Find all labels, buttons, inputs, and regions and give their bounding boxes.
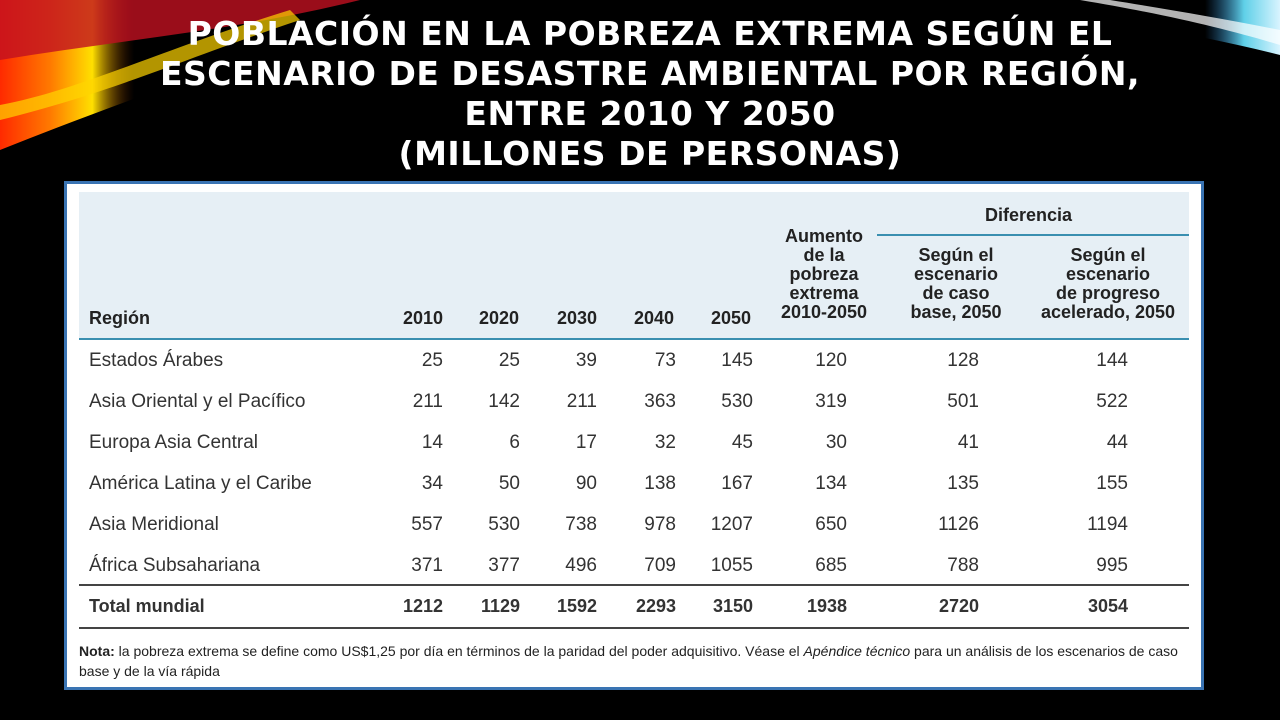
- total-value: 1129: [480, 596, 520, 616]
- col-header-2020: 2020: [478, 308, 519, 328]
- cell-value: 685: [815, 555, 847, 576]
- cell-value: 25: [498, 350, 520, 371]
- cell-value: 135: [947, 473, 979, 494]
- col-header-caso-base: Según el escenario de caso base, 2050: [910, 245, 1002, 322]
- cell-value: 138: [644, 473, 676, 494]
- cell-value: 39: [575, 350, 597, 371]
- col-header-2040: 2040: [633, 308, 674, 328]
- header-rule: [79, 338, 1189, 340]
- cell-value: 496: [565, 555, 597, 576]
- cell-region: Estados Árabes: [89, 350, 224, 371]
- cell-value: 167: [721, 473, 753, 494]
- col-header-2010: 2010: [402, 308, 443, 328]
- cell-value: 557: [411, 514, 443, 535]
- total-value: 1938: [806, 596, 847, 616]
- table-frame: Diferencia Región 2010 2020 2030 2040 20…: [64, 181, 1204, 690]
- total-value: 1592: [556, 596, 597, 616]
- data-table: Diferencia Región 2010 2020 2030 2040 20…: [79, 192, 1189, 629]
- cell-value: 25: [421, 350, 443, 371]
- table-header: [79, 192, 1189, 338]
- cell-value: 90: [575, 473, 597, 494]
- cell-value: 501: [947, 391, 979, 412]
- col-header-aumento: Aumento de la pobreza extrema 2010-2050: [780, 226, 868, 322]
- cell-value: 650: [815, 514, 847, 535]
- cell-value: 17: [575, 432, 597, 453]
- cell-value: 788: [947, 555, 979, 576]
- total-rule: [79, 584, 1189, 586]
- cell-value: 120: [815, 350, 847, 371]
- col-header-2050: 2050: [710, 308, 751, 328]
- cell-value: 50: [498, 473, 520, 494]
- col-header-progreso: Según el escenario de progreso acelerado…: [1040, 245, 1176, 322]
- cell-value: 41: [957, 432, 979, 453]
- cell-value: 1194: [1087, 514, 1128, 535]
- col-header-2030: 2030: [556, 308, 597, 328]
- note-text-1: la pobreza extrema se define como US$1,2…: [114, 643, 804, 659]
- cell-value: 978: [644, 514, 676, 535]
- cell-value: 377: [488, 555, 520, 576]
- cell-value: 530: [488, 514, 520, 535]
- cell-value: 995: [1096, 555, 1128, 576]
- title-line-2: ESCENARIO DE DESASTRE AMBIENTAL POR REGI…: [160, 54, 1140, 93]
- cell-value: 73: [654, 350, 676, 371]
- cell-value: 319: [815, 391, 847, 412]
- cell-value: 1207: [710, 514, 753, 535]
- cell-region: Asia Meridional: [89, 514, 219, 535]
- decorative-swoosh: [0, 0, 1280, 150]
- cell-value: 142: [488, 391, 520, 412]
- cell-value: 34: [421, 473, 443, 494]
- cell-value: 32: [654, 432, 676, 453]
- bottom-rule: [79, 627, 1189, 629]
- group-header-rule: [877, 234, 1189, 236]
- cell-value: 530: [721, 391, 753, 412]
- cell-region: Europa Asia Central: [89, 432, 258, 453]
- cell-value: 134: [815, 473, 847, 494]
- total-value: 1212: [402, 596, 443, 616]
- cell-value: 1126: [938, 514, 979, 535]
- title-line-3: ENTRE 2010 Y 2050: [464, 94, 836, 133]
- cell-region: África Subsahariana: [89, 555, 261, 576]
- total-label: Total mundial: [89, 596, 205, 616]
- cell-value: 45: [731, 432, 753, 453]
- cell-region: Asia Oriental y el Pacífico: [89, 391, 306, 412]
- table-note: Nota: la pobreza extrema se define como …: [79, 641, 1179, 681]
- note-text-2: para un análisis de los escenarios de ca…: [79, 643, 1178, 679]
- total-value: 3150: [712, 596, 753, 616]
- cell-value: 30: [825, 432, 847, 453]
- note-label: Nota:: [79, 643, 115, 659]
- slide-title: POBLACIÓN EN LA POBREZA EXTREMA SEGÚN EL…: [60, 14, 1240, 174]
- cell-value: 44: [1106, 432, 1128, 453]
- cell-value: 738: [565, 514, 597, 535]
- cell-value: 6: [509, 432, 520, 453]
- cell-value: 145: [721, 350, 753, 371]
- cell-value: 14: [421, 432, 443, 453]
- total-value: 2293: [635, 596, 676, 616]
- cell-value: 709: [644, 555, 676, 576]
- cell-value: 128: [947, 350, 979, 371]
- cell-value: 522: [1096, 391, 1128, 412]
- cell-value: 371: [411, 555, 443, 576]
- title-line-1: POBLACIÓN EN LA POBREZA EXTREMA SEGÚN EL: [187, 14, 1113, 53]
- cell-value: 363: [644, 391, 676, 412]
- cell-value: 211: [412, 391, 443, 412]
- title-line-4: (MILLONES DE PERSONAS): [398, 134, 902, 173]
- cell-value: 1055: [710, 555, 753, 576]
- total-value: 3054: [1087, 596, 1128, 616]
- col-header-region: Región: [89, 308, 150, 328]
- cell-value: 155: [1096, 473, 1128, 494]
- group-header-diferencia: Diferencia: [985, 205, 1073, 225]
- cell-region: América Latina y el Caribe: [89, 473, 312, 494]
- cell-value: 144: [1096, 350, 1128, 371]
- total-value: 2720: [938, 596, 979, 616]
- cell-value: 211: [566, 391, 597, 412]
- note-italic: Apéndice técnico: [803, 643, 911, 659]
